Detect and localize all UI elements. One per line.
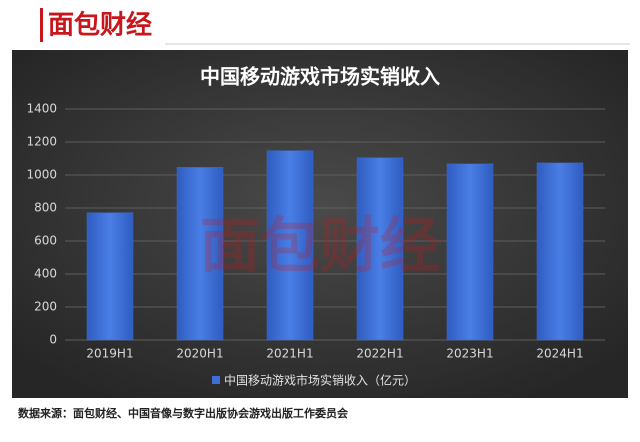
legend-label: 中国移动游戏市场实销收入（亿元） [224, 373, 416, 388]
bar [176, 167, 224, 341]
y-tick-label: 800 [34, 201, 57, 215]
x-tick-label: 2021H1 [266, 347, 313, 361]
bar [266, 150, 314, 341]
x-tick-label: 2020H1 [176, 347, 223, 361]
bar [356, 157, 404, 341]
y-tick-label: 1400 [26, 102, 57, 116]
x-tick-label: 2019H1 [86, 347, 133, 361]
logo: 面包财经 [48, 10, 152, 41]
y-tick-label: 1000 [26, 168, 57, 182]
y-tick-label: 200 [34, 300, 57, 314]
y-tick-label: 400 [34, 267, 57, 281]
x-tick-label: 2023H1 [446, 347, 493, 361]
x-tick-label: 2024H1 [536, 347, 583, 361]
watermark: 面包财经 [200, 212, 440, 282]
y-tick-label: 600 [34, 234, 57, 248]
bar [86, 212, 134, 341]
logo-bar [40, 8, 43, 42]
plot: 0 200 400 600 800 1000 1200 1400 2019H1 2020H1 202… [26, 102, 605, 388]
chart-title: 中国移动游戏市场实销收入 [200, 65, 440, 89]
bar [446, 163, 494, 341]
legend-swatch [212, 376, 220, 384]
source-note: 数据来源：面包财经、中国音像与数字出版协会游戏出版工作委员会 [18, 406, 349, 420]
x-tick-label: 2022H1 [356, 347, 403, 361]
y-tick-label: 0 [49, 333, 57, 347]
y-tick-label: 1200 [26, 135, 57, 149]
bar [536, 162, 584, 341]
